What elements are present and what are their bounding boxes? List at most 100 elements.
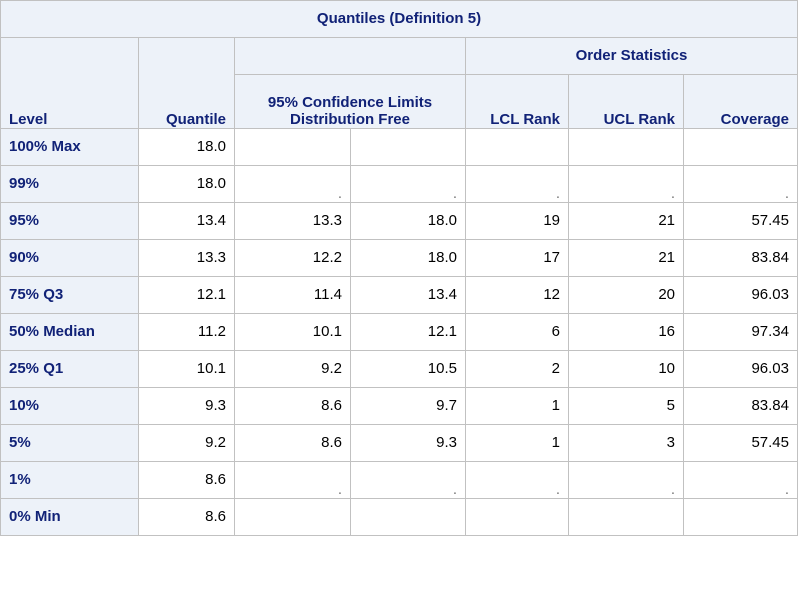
cell-lcl-rank: 12 <box>465 276 569 314</box>
row-level-label: 95% <box>0 202 139 240</box>
cell-lower: 8.6 <box>234 387 351 425</box>
header-ci-line2: Distribution Free <box>289 110 410 128</box>
cell-coverage: . <box>683 165 798 203</box>
cell-quantile: 11.2 <box>138 313 235 351</box>
table-row: 50% Median 11.2 10.1 12.1 6 16 97.34 <box>0 313 798 351</box>
quantiles-table: Quantiles (Definition 5) Level Quantile … <box>0 0 798 536</box>
cell-coverage: 57.45 <box>683 202 798 240</box>
header-ci-line1: 95% Confidence Limits <box>267 93 433 111</box>
cell-quantile: 18.0 <box>138 128 235 166</box>
row-level-label: 1% <box>0 461 139 499</box>
cell-upper: 18.0 <box>350 202 466 240</box>
cell-ucl-rank: . <box>568 461 684 499</box>
table-row: 95% 13.4 13.3 18.0 19 21 57.45 <box>0 202 798 240</box>
table-body: 100% Max 18.0 99% 18.0..... 95% 13.4 13.3 18.0 1… <box>0 128 798 536</box>
header-coverage: Coverage <box>683 74 798 129</box>
cell-lcl-rank: 17 <box>465 239 569 277</box>
header-ucl-rank: UCL Rank <box>568 74 684 129</box>
row-level-label: 0% Min <box>0 498 139 536</box>
cell-ucl-rank: . <box>568 165 684 203</box>
cell-ucl-rank: 21 <box>568 202 684 240</box>
cell-upper <box>350 498 466 536</box>
table-row: 10% 9.3 8.6 9.7 1 5 83.84 <box>0 387 798 425</box>
table-title: Quantiles (Definition 5) <box>0 0 798 38</box>
table-row: 100% Max 18.0 <box>0 128 798 166</box>
cell-ucl-rank <box>568 498 684 536</box>
cell-lower: 12.2 <box>234 239 351 277</box>
table-row: 75% Q3 12.1 11.4 13.4 12 20 96.03 <box>0 276 798 314</box>
cell-ucl-rank: 10 <box>568 350 684 388</box>
cell-coverage: . <box>683 461 798 499</box>
cell-quantile: 13.3 <box>138 239 235 277</box>
header-quantile: Quantile <box>138 37 235 129</box>
cell-ucl-rank: 3 <box>568 424 684 462</box>
cell-coverage: 83.84 <box>683 239 798 277</box>
cell-quantile: 8.6 <box>138 461 235 499</box>
cell-upper <box>350 128 466 166</box>
cell-lcl-rank <box>465 498 569 536</box>
cell-lower: . <box>234 461 351 499</box>
cell-lower <box>234 498 351 536</box>
cell-coverage: 96.03 <box>683 350 798 388</box>
cell-lcl-rank: 19 <box>465 202 569 240</box>
cell-lower: 8.6 <box>234 424 351 462</box>
cell-lower <box>234 128 351 166</box>
row-level-label: 90% <box>0 239 139 277</box>
cell-coverage: 96.03 <box>683 276 798 314</box>
cell-ucl-rank: 5 <box>568 387 684 425</box>
table-row: 25% Q1 10.1 9.2 10.5 2 10 96.03 <box>0 350 798 388</box>
row-level-label: 100% Max <box>0 128 139 166</box>
header-lcl-rank: LCL Rank <box>465 74 569 129</box>
cell-quantile: 9.3 <box>138 387 235 425</box>
cell-upper: 18.0 <box>350 239 466 277</box>
row-level-label: 99% <box>0 165 139 203</box>
row-level-label: 75% Q3 <box>0 276 139 314</box>
cell-lower: . <box>234 165 351 203</box>
cell-upper: . <box>350 461 466 499</box>
table-row: 5% 9.2 8.6 9.3 1 3 57.45 <box>0 424 798 462</box>
cell-lcl-rank: . <box>465 165 569 203</box>
cell-lcl-rank <box>465 128 569 166</box>
cell-upper: 10.5 <box>350 350 466 388</box>
cell-lower: 11.4 <box>234 276 351 314</box>
cell-quantile: 12.1 <box>138 276 235 314</box>
row-level-label: 25% Q1 <box>0 350 139 388</box>
cell-lcl-rank: 1 <box>465 387 569 425</box>
header-confidence-limits: 95% Confidence Limits Distribution Free <box>234 74 466 129</box>
cell-quantile: 13.4 <box>138 202 235 240</box>
cell-lcl-rank: 2 <box>465 350 569 388</box>
cell-upper: . <box>350 165 466 203</box>
row-level-label: 5% <box>0 424 139 462</box>
row-level-label: 50% Median <box>0 313 139 351</box>
cell-quantile: 9.2 <box>138 424 235 462</box>
table-row: 1% 8.6..... <box>0 461 798 499</box>
cell-lcl-rank: 1 <box>465 424 569 462</box>
cell-coverage: 57.45 <box>683 424 798 462</box>
cell-lower: 9.2 <box>234 350 351 388</box>
cell-quantile: 18.0 <box>138 165 235 203</box>
cell-ucl-rank: 20 <box>568 276 684 314</box>
cell-upper: 12.1 <box>350 313 466 351</box>
cell-quantile: 10.1 <box>138 350 235 388</box>
cell-coverage: 97.34 <box>683 313 798 351</box>
cell-lower: 10.1 <box>234 313 351 351</box>
cell-ucl-rank: 16 <box>568 313 684 351</box>
header-order-statistics: Order Statistics <box>465 37 798 75</box>
table-row: 99% 18.0..... <box>0 165 798 203</box>
header-ci-group-blank <box>234 37 466 75</box>
cell-coverage <box>683 128 798 166</box>
table-row: 90% 13.3 12.2 18.0 17 21 83.84 <box>0 239 798 277</box>
cell-lower: 13.3 <box>234 202 351 240</box>
cell-upper: 13.4 <box>350 276 466 314</box>
cell-upper: 9.3 <box>350 424 466 462</box>
cell-lcl-rank: . <box>465 461 569 499</box>
table-row: 0% Min 8.6 <box>0 498 798 536</box>
header-level: Level <box>0 37 139 129</box>
cell-coverage: 83.84 <box>683 387 798 425</box>
cell-quantile: 8.6 <box>138 498 235 536</box>
cell-ucl-rank <box>568 128 684 166</box>
row-level-label: 10% <box>0 387 139 425</box>
cell-upper: 9.7 <box>350 387 466 425</box>
cell-lcl-rank: 6 <box>465 313 569 351</box>
cell-ucl-rank: 21 <box>568 239 684 277</box>
